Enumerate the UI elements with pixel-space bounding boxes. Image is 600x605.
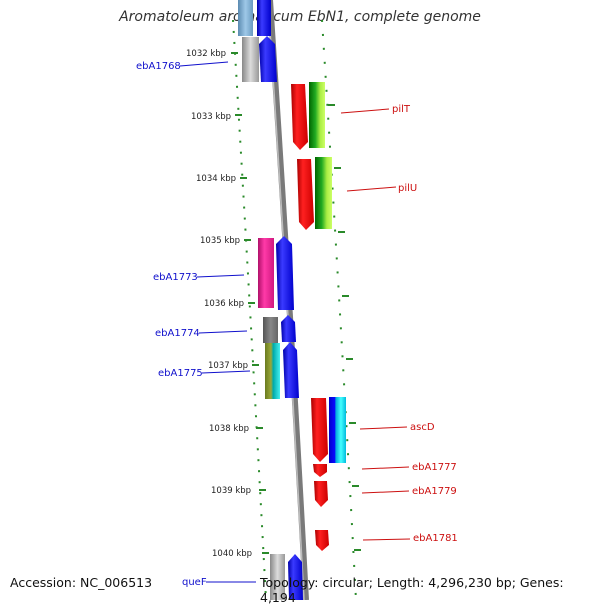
tick-label: 1039 kbp bbox=[211, 486, 251, 496]
gene-feature[interactable] bbox=[283, 342, 299, 398]
gene-label-ebA1781[interactable]: ebA1781 bbox=[413, 533, 458, 544]
gene-label-ebA1774[interactable]: ebA1774 bbox=[155, 328, 200, 339]
gene-feature[interactable] bbox=[288, 554, 303, 600]
gene-label-ebA1773[interactable]: ebA1773 bbox=[153, 272, 198, 283]
gene-label-ebA1775[interactable]: ebA1775 bbox=[158, 368, 203, 379]
gene-label-queF[interactable]: queF bbox=[182, 577, 207, 588]
gene-feature[interactable] bbox=[291, 84, 308, 150]
gene-feature[interactable] bbox=[238, 0, 253, 36]
left-label-connectors bbox=[179, 61, 256, 583]
tick-label: 1035 kbp bbox=[200, 236, 240, 246]
right-label-connectors bbox=[340, 108, 411, 541]
gene-feature[interactable] bbox=[314, 481, 328, 507]
map-title: Aromatoleum aromaticum EbN1, complete ge… bbox=[119, 9, 481, 25]
gene-feature[interactable] bbox=[281, 315, 296, 342]
gene-label-ebA1768[interactable]: ebA1768 bbox=[136, 61, 181, 72]
topology-text: Topology: circular; Length: 4,296,230 bp… bbox=[260, 575, 564, 605]
gene-feature[interactable] bbox=[276, 236, 294, 310]
gene-label-ebA1777[interactable]: ebA1777 bbox=[412, 462, 457, 473]
gene-label-ascD[interactable]: ascD bbox=[410, 422, 435, 433]
gene-feature[interactable] bbox=[258, 238, 274, 308]
gene-feature[interactable] bbox=[329, 397, 346, 463]
gene-feature[interactable] bbox=[270, 554, 285, 600]
right-track-ticks bbox=[328, 104, 361, 551]
gene-label-ebA1779[interactable]: ebA1779 bbox=[412, 486, 457, 497]
gene-feature[interactable] bbox=[242, 37, 259, 82]
gene-feature[interactable] bbox=[315, 157, 332, 229]
gene-feature[interactable] bbox=[311, 398, 328, 462]
gene-feature[interactable] bbox=[265, 343, 280, 399]
tick-label: 1034 kbp bbox=[196, 174, 236, 184]
tick-label: 1032 kbp bbox=[186, 49, 226, 59]
gene-feature[interactable] bbox=[297, 159, 314, 230]
tick-label: 1038 kbp bbox=[209, 424, 249, 434]
gene-feature[interactable] bbox=[259, 36, 277, 82]
gene-feature[interactable] bbox=[309, 82, 325, 148]
gene-feature[interactable] bbox=[263, 317, 278, 343]
gene-label-pilU[interactable]: pilU bbox=[398, 183, 417, 194]
gene-label-pilT[interactable]: pilT bbox=[392, 104, 411, 115]
tick-label: 1036 kbp bbox=[204, 299, 244, 309]
scale-ticks bbox=[231, 52, 269, 554]
tick-label: 1037 kbp bbox=[208, 361, 248, 371]
gene-feature[interactable] bbox=[313, 464, 327, 477]
gene-feature[interactable] bbox=[257, 0, 271, 36]
tick-label: 1040 kbp bbox=[212, 549, 252, 559]
right-track-line bbox=[321, 19, 357, 600]
gene-feature[interactable] bbox=[315, 530, 329, 551]
scale-line bbox=[232, 19, 267, 600]
tick-label: 1033 kbp bbox=[191, 112, 231, 122]
accession-text: Accession: NC_006513 bbox=[10, 575, 153, 590]
